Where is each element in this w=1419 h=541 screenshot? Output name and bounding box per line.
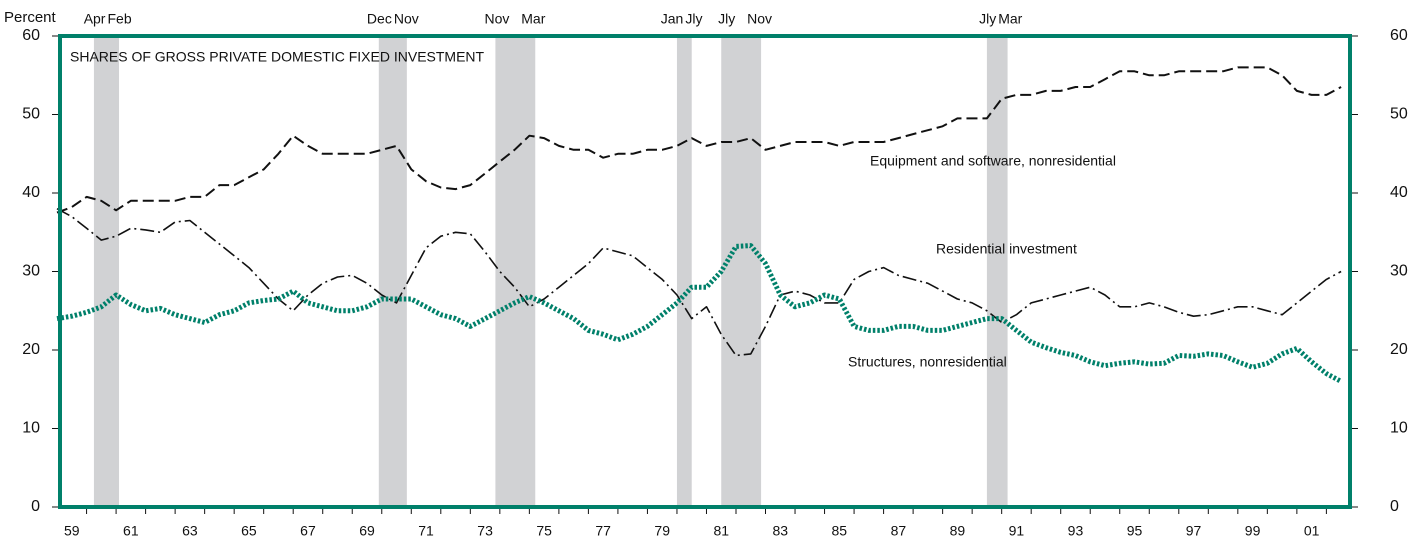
- x-tick-label: 71: [418, 523, 434, 539]
- x-tick-label: 89: [950, 523, 966, 539]
- x-tick-label: 73: [477, 523, 493, 539]
- x-tick-label: 93: [1068, 523, 1084, 539]
- x-tick-label: 85: [832, 523, 848, 539]
- series-line: [56, 66, 1342, 214]
- recession-band: [986, 36, 1008, 507]
- recession-end-label: Nov: [747, 11, 772, 27]
- y2-tick-label: 60: [1390, 27, 1408, 44]
- recession-band: [676, 36, 692, 507]
- x-tick-label: 61: [123, 523, 139, 539]
- recession-end-label: Nov: [394, 11, 419, 27]
- y-tick-label: 40: [22, 184, 40, 201]
- x-tick-label: 69: [359, 523, 375, 539]
- y-axis-label: Percent: [4, 9, 57, 26]
- recession-start-label: Jly: [979, 11, 996, 27]
- recession-end-label: Jly: [685, 11, 702, 27]
- series-label: Residential investment: [936, 241, 1077, 257]
- y2-tick-label: 20: [1390, 341, 1408, 358]
- recession-band: [378, 36, 407, 507]
- x-tick-label: 77: [595, 523, 611, 539]
- y2-tick-label: 40: [1390, 184, 1408, 201]
- x-tick-label: 97: [1186, 523, 1202, 539]
- x-tick-label: 75: [536, 523, 552, 539]
- recession-band: [93, 36, 120, 507]
- y-tick-label: 0: [31, 498, 40, 515]
- series-line: [56, 207, 1342, 357]
- x-tick-label: 99: [1245, 523, 1261, 539]
- x-tick-label: 81: [713, 523, 729, 539]
- y-tick-label: 50: [22, 106, 40, 123]
- x-tick-label: 83: [772, 523, 788, 539]
- x-tick-label: 87: [891, 523, 907, 539]
- y2-tick-label: 30: [1390, 263, 1408, 280]
- chart-title: SHARES OF GROSS PRIVATE DOMESTIC FIXED I…: [70, 49, 485, 65]
- y-tick-label: 60: [22, 27, 40, 44]
- recession-start-label: Dec: [367, 11, 392, 27]
- series-line: [56, 243, 1343, 384]
- recession-start-label: Jly: [718, 11, 735, 27]
- x-tick-label: 63: [182, 523, 198, 539]
- x-tick-label: 79: [654, 523, 670, 539]
- y-tick-label: 10: [22, 420, 40, 437]
- series-label: Equipment and software, nonresidential: [870, 153, 1116, 169]
- recession-end-label: Mar: [998, 11, 1022, 27]
- x-tick-label: 91: [1009, 523, 1025, 539]
- x-tick-label: 95: [1127, 523, 1143, 539]
- recession-start-label: Apr: [84, 11, 106, 27]
- recession-band: [721, 36, 762, 507]
- y2-tick-label: 50: [1390, 106, 1408, 123]
- recession-start-label: Jan: [661, 11, 684, 27]
- recession-band: [495, 36, 536, 507]
- y-tick-label: 30: [22, 263, 40, 280]
- x-tick-label: 59: [64, 523, 80, 539]
- x-tick-label: 01: [1304, 523, 1320, 539]
- y2-tick-label: 0: [1390, 498, 1399, 515]
- plot-frame: [58, 34, 1352, 509]
- recession-start-label: Nov: [485, 11, 510, 27]
- recession-end-label: Feb: [107, 11, 131, 27]
- x-tick-label: 65: [241, 523, 257, 539]
- y-tick-label: 20: [22, 341, 40, 358]
- series-label: Structures, nonresidential: [848, 354, 1007, 370]
- y2-tick-label: 10: [1390, 420, 1408, 437]
- recession-end-label: Mar: [521, 11, 545, 27]
- x-tick-label: 67: [300, 523, 316, 539]
